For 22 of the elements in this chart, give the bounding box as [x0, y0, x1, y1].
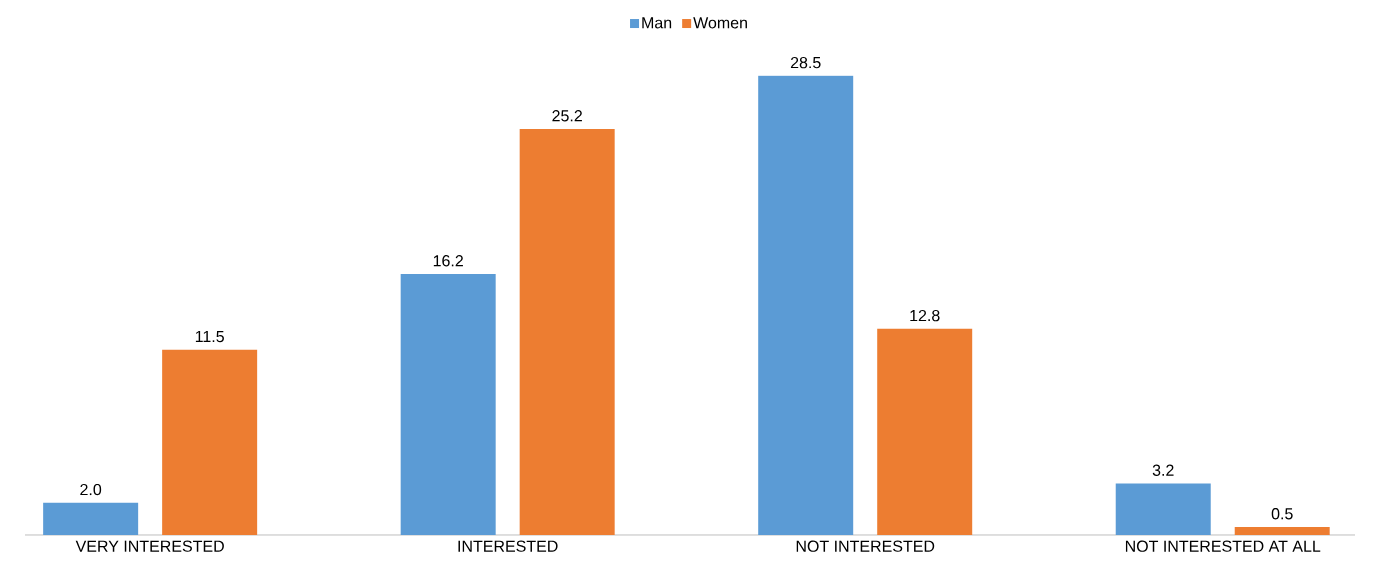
data-label: 11.5: [195, 331, 224, 343]
bar: [519, 128, 615, 535]
x-tick-label: NOT INTERESTED AT ALL: [1125, 540, 1321, 552]
data-label: 2.0: [80, 483, 102, 496]
data-label: 28.5: [790, 56, 821, 69]
data-label: 3.2: [1152, 464, 1174, 476]
bar: [400, 273, 496, 535]
data-label: 12.8: [910, 309, 940, 322]
bar: [758, 75, 854, 535]
bar: [877, 328, 973, 535]
x-tick-label: NOT INTERESTED: [796, 540, 935, 552]
bar: [162, 349, 258, 535]
data-label: 16.2: [433, 255, 463, 267]
bar: [1234, 526, 1330, 535]
x-tick-label: INTERESTED: [458, 540, 558, 552]
legend-label: Man: [642, 17, 672, 29]
x-tick-label: VERY INTERESTED: [75, 540, 224, 552]
legend-label: Women: [693, 17, 747, 29]
data-label: 0.5: [1271, 508, 1293, 520]
data-label: 25.2: [552, 110, 582, 122]
bar: [1115, 483, 1211, 535]
bar: [43, 502, 139, 535]
